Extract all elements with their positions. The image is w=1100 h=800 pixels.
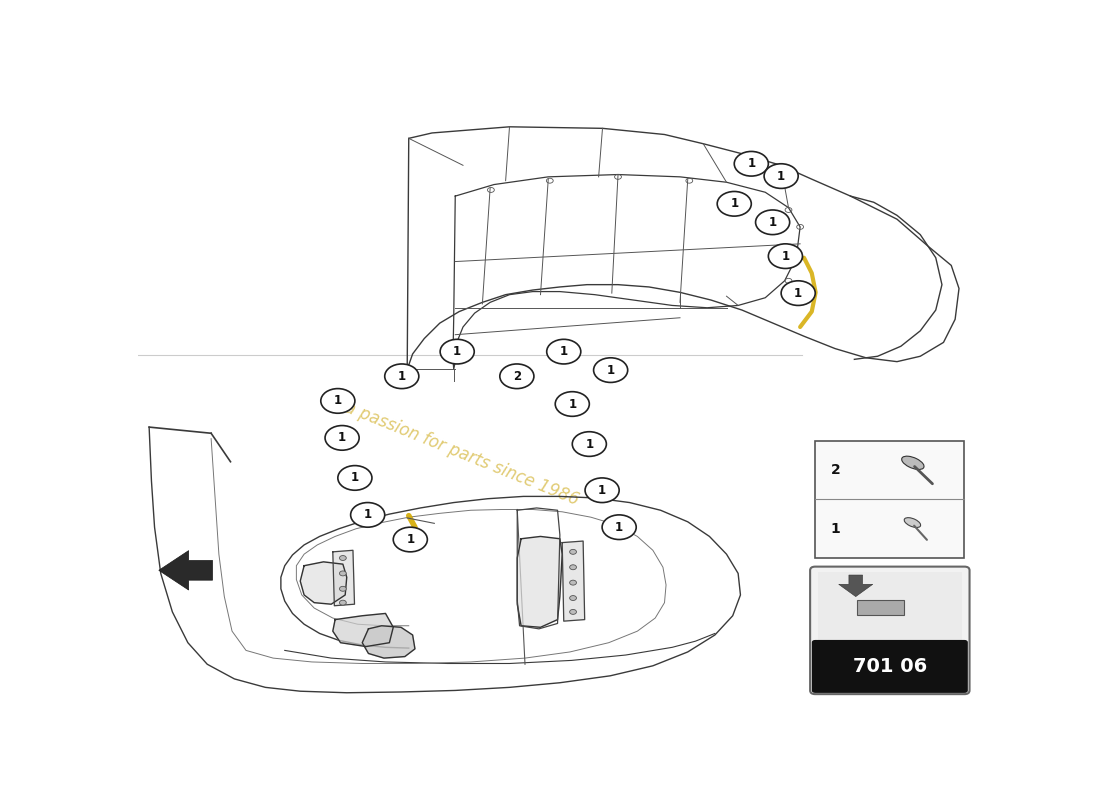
Circle shape [340, 586, 346, 591]
Circle shape [717, 191, 751, 216]
Text: 1: 1 [769, 216, 777, 229]
Polygon shape [158, 550, 212, 590]
Text: 1: 1 [598, 484, 606, 497]
Text: 1: 1 [560, 345, 568, 358]
Circle shape [585, 478, 619, 502]
Polygon shape [300, 562, 346, 604]
Circle shape [326, 426, 360, 450]
Bar [817, 571, 961, 641]
Polygon shape [562, 541, 585, 621]
Polygon shape [333, 550, 354, 606]
Circle shape [572, 432, 606, 456]
Circle shape [440, 339, 474, 364]
Circle shape [594, 358, 628, 382]
Circle shape [556, 392, 590, 416]
Text: 1: 1 [777, 170, 785, 182]
Text: 1: 1 [830, 522, 840, 536]
Circle shape [321, 389, 355, 414]
Circle shape [570, 550, 576, 554]
Text: 701 06: 701 06 [852, 657, 927, 676]
Polygon shape [838, 575, 872, 597]
Circle shape [570, 610, 576, 614]
Circle shape [547, 339, 581, 364]
Bar [815, 441, 965, 558]
Circle shape [351, 502, 385, 527]
Text: 1: 1 [585, 438, 593, 450]
Circle shape [385, 364, 419, 389]
Circle shape [781, 281, 815, 306]
Text: 1: 1 [730, 198, 738, 210]
Text: 1: 1 [569, 398, 576, 410]
Bar [857, 600, 904, 615]
Polygon shape [333, 614, 394, 646]
Circle shape [768, 244, 802, 269]
Ellipse shape [904, 518, 921, 527]
Polygon shape [517, 537, 562, 627]
Circle shape [340, 555, 346, 561]
Text: 1: 1 [615, 521, 624, 534]
Text: 1: 1 [364, 508, 372, 522]
FancyBboxPatch shape [810, 566, 969, 694]
Text: 1: 1 [406, 533, 415, 546]
Circle shape [499, 364, 534, 389]
Circle shape [340, 600, 346, 605]
Text: 1: 1 [747, 158, 756, 170]
Text: 1: 1 [333, 394, 342, 407]
Text: 1: 1 [781, 250, 790, 262]
Text: 2: 2 [513, 370, 521, 382]
Circle shape [394, 527, 427, 552]
Text: 1: 1 [338, 431, 346, 444]
FancyBboxPatch shape [812, 640, 968, 693]
Text: 1: 1 [351, 471, 359, 485]
Text: 1: 1 [794, 286, 802, 300]
Text: 2: 2 [830, 463, 840, 478]
Circle shape [340, 571, 346, 576]
Text: 1: 1 [606, 364, 615, 377]
Circle shape [602, 515, 636, 539]
Circle shape [735, 151, 768, 176]
Ellipse shape [902, 456, 924, 470]
Text: 1: 1 [398, 370, 406, 382]
Circle shape [570, 595, 576, 601]
Circle shape [756, 210, 790, 234]
Circle shape [338, 466, 372, 490]
Polygon shape [362, 626, 415, 658]
Circle shape [570, 565, 576, 570]
Circle shape [570, 580, 576, 585]
Circle shape [764, 164, 799, 189]
Text: a passion for parts since 1986: a passion for parts since 1986 [342, 398, 581, 509]
Text: 1: 1 [453, 345, 461, 358]
